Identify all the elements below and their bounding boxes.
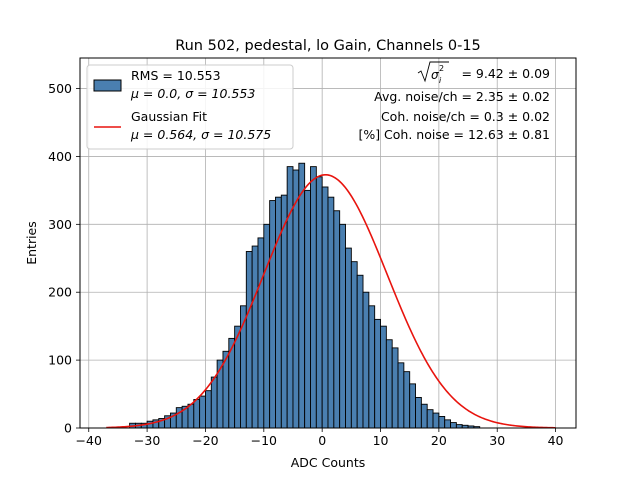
x-tick-label: −40 (76, 433, 102, 448)
histogram-bar (415, 396, 422, 429)
histogram-bar (368, 305, 376, 429)
legend-histogram-stats: μ = 0.0, σ = 10.553 (130, 86, 255, 101)
y-tick-label: 0 (64, 421, 72, 436)
histogram-bar (333, 210, 341, 429)
histogram-bar (263, 223, 271, 429)
plot-frame (79, 57, 577, 429)
y-tick-label: 500 (48, 81, 72, 96)
histogram-bar (432, 412, 440, 429)
histogram-bar (380, 325, 387, 429)
histogram-bar (397, 362, 405, 429)
x-tick-label: −10 (251, 433, 277, 448)
histogram-bar (450, 422, 457, 429)
legend-histogram-swatch (93, 79, 122, 92)
histogram-bar (356, 274, 364, 429)
histogram-bar (292, 169, 300, 429)
histogram-bar (362, 291, 370, 429)
chart-title: Run 502, pedestal, lo Gain, Channels 0-1… (175, 38, 481, 54)
y-axis-ticks: 0 100 200 300 400 500 (48, 81, 80, 436)
histogram-bar (444, 419, 451, 429)
histogram-bar (374, 318, 381, 429)
gaussian-fit-line (106, 173, 556, 429)
x-tick-label: 40 (548, 433, 564, 448)
sigma-superscript: 2 (439, 64, 444, 73)
histogram-bar (420, 403, 428, 429)
noise-annotations: σ i 2 = 9.42 ± 0.09 Avg. noise/ch = 2.35… (358, 61, 550, 142)
histogram-bar (304, 189, 311, 429)
annotation-rms-value: = 9.42 ± 0.09 (461, 66, 550, 81)
histogram-bar (403, 371, 411, 429)
annotation-sqrt-sigma: σ i 2 = 9.42 ± 0.09 (417, 61, 550, 85)
x-tick-label: 0 (318, 433, 326, 448)
legend-fit-label: Gaussian Fit (131, 109, 207, 124)
x-tick-label: 20 (431, 433, 447, 448)
histogram-bar (275, 196, 282, 429)
histogram-bar (315, 176, 323, 429)
x-tick-label: −30 (134, 433, 160, 448)
y-tick-label: 300 (48, 217, 72, 232)
histogram-bar (257, 237, 265, 429)
histogram-bar (385, 339, 393, 429)
x-axis-ticks: −40 −30 −20 −10 0 10 20 30 40 (76, 428, 564, 448)
histogram-bar (327, 196, 335, 429)
histogram-bar (286, 166, 294, 429)
histogram-bar (350, 261, 358, 429)
histogram-bar (455, 424, 463, 429)
histogram-bar (205, 390, 212, 429)
histogram-bar (409, 383, 416, 429)
x-tick-label: 30 (489, 433, 505, 448)
x-tick-label: 10 (373, 433, 389, 448)
legend-fit-stats: μ = 0.564, σ = 10.575 (130, 127, 271, 142)
histogram-bar (298, 162, 306, 429)
y-tick-label: 200 (48, 285, 72, 300)
histogram-bar (193, 399, 201, 429)
gaussian-fit (106, 173, 556, 429)
legend-histogram-label: RMS = 10.553 (131, 68, 221, 83)
x-tick-label: −20 (192, 433, 218, 448)
sigma-symbol: σ (431, 68, 439, 82)
histogram-bar (245, 251, 253, 429)
histogram-bar (391, 347, 399, 429)
histogram-bar (426, 409, 434, 429)
histogram-bar (251, 245, 259, 429)
annotation-coh-noise-percent: [%] Coh. noise = 12.63 ± 0.81 (358, 127, 550, 142)
histogram-bar (187, 403, 195, 429)
annotation-coh-noise: Coh. noise/ch = 0.3 ± 0.02 (381, 109, 550, 124)
histogram-bar (310, 166, 317, 429)
sigma-subscript: i (439, 76, 442, 85)
histogram-bar (199, 395, 206, 429)
histogram-bar (345, 247, 352, 429)
histogram-bar (438, 416, 446, 429)
histogram-bar (269, 200, 276, 429)
histogram-bar (339, 223, 346, 429)
legend: RMS = 10.553 μ = 0.0, σ = 10.553 Gaussia… (86, 64, 294, 150)
histogram-bar (210, 376, 218, 429)
x-axis-label: ADC Counts (291, 455, 366, 470)
y-tick-label: 400 (48, 149, 72, 164)
y-axis-label: Entries (24, 221, 39, 265)
histogram-bar (321, 186, 329, 429)
sqrt-symbol (417, 61, 449, 83)
annotation-avg-noise: Avg. noise/ch = 2.35 ± 0.02 (374, 89, 550, 104)
legend-box (86, 64, 294, 150)
y-tick-label: 100 (48, 353, 72, 368)
